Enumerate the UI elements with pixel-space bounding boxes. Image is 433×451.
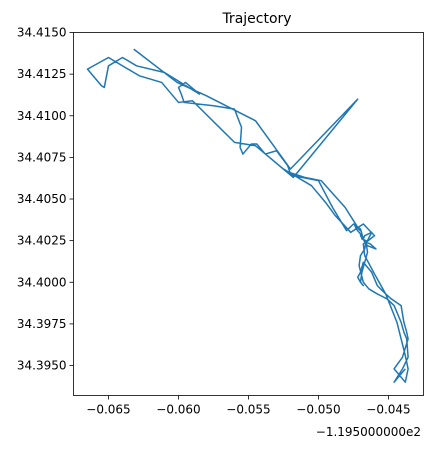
y-tick-label: 34.4050: [17, 192, 67, 206]
y-tick-label: 34.3950: [17, 359, 67, 373]
plot-frame: [73, 32, 424, 396]
x-tick-label: −0.055: [226, 403, 270, 417]
y-tick-label: 34.3975: [17, 317, 67, 331]
y-axis: 34.3950 34.3975 34.4000 34.4025 34.4050 34.40…: [17, 26, 74, 373]
trajectory-series-line: [86, 48, 409, 383]
y-tick-label: 34.4000: [17, 275, 67, 289]
chart-title: Trajectory: [221, 11, 291, 27]
x-tick-label: −0.060: [156, 403, 200, 417]
x-axis: −0.065 −0.060 −0.055 −0.050 −0.045: [86, 395, 411, 417]
x-axis-offset-label: −1.195000000e2: [316, 425, 421, 439]
x-tick-label: −0.045: [366, 403, 410, 417]
y-tick-label: 34.4025: [17, 234, 67, 248]
y-tick-label: 34.4100: [17, 109, 67, 123]
y-tick-label: 34.4075: [17, 150, 67, 164]
series-layer: [86, 48, 409, 383]
y-tick-label: 34.4125: [17, 67, 67, 81]
x-tick-label: −0.065: [86, 403, 130, 417]
y-tick-label: 34.4150: [17, 26, 67, 40]
x-tick-label: −0.050: [296, 403, 340, 417]
